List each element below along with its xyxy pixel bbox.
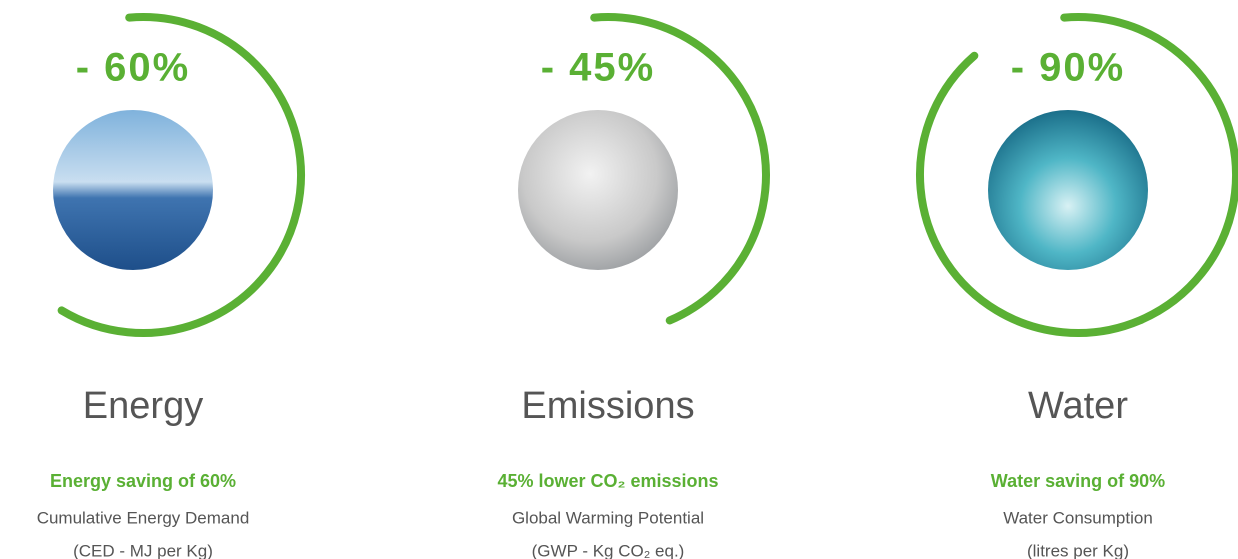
- category-name: Water: [1028, 385, 1128, 427]
- highlight: 45% lower CO₂ emissions: [497, 471, 718, 491]
- page: - 60% Energy Energy saving of 60% Cumulativ…: [0, 0, 1238, 559]
- percent-label: - 90%: [1011, 46, 1126, 90]
- category-name: Energy: [83, 385, 203, 427]
- photo: [53, 110, 213, 270]
- percent-label: - 45%: [541, 46, 656, 90]
- description: (litres per Kg): [1027, 541, 1129, 559]
- photo: [988, 110, 1148, 270]
- description: Global Warming Potential: [512, 508, 704, 527]
- description: Cumulative Energy Demand: [37, 508, 250, 527]
- photo: [518, 110, 678, 270]
- highlight: Water saving of 90%: [991, 471, 1165, 491]
- category-name: Emissions: [521, 385, 694, 427]
- description: Water Consumption: [1003, 508, 1153, 527]
- highlight: Energy saving of 60%: [50, 471, 236, 491]
- infographic: - 60% Energy Energy saving of 60% Cumulativ…: [0, 0, 1238, 559]
- description: (GWP - Kg CO₂ eq.): [532, 541, 685, 559]
- percent-label: - 60%: [76, 46, 191, 90]
- description: (CED - MJ per Kg): [73, 541, 213, 559]
